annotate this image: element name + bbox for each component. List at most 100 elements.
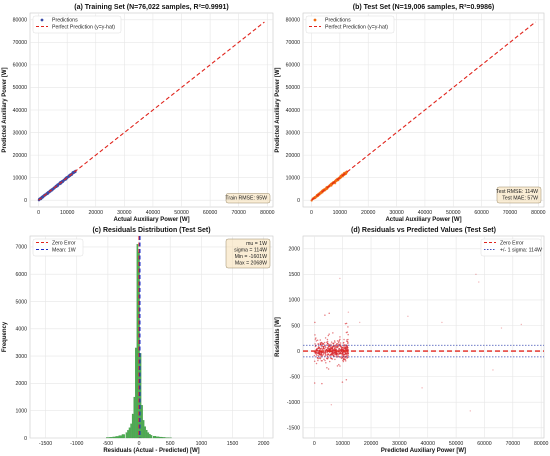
- legend-marker: [40, 18, 44, 22]
- residual-point: [469, 410, 471, 412]
- y-tick-label: 10000: [13, 175, 28, 181]
- x-tick-label: -500: [103, 441, 113, 447]
- legend-label: +/- 1 sigma: 114W: [500, 248, 542, 254]
- residual-point: [325, 361, 327, 364]
- x-tick-label: 50000: [446, 210, 461, 216]
- residual-point: [315, 340, 318, 342]
- residual-point: [330, 341, 333, 343]
- residual-point: [319, 353, 321, 356]
- residual-point: [321, 348, 324, 351]
- residual-point: [334, 348, 336, 351]
- legend-label: Predictions: [325, 18, 351, 24]
- residual-point: [344, 346, 347, 349]
- legend-label: Predictions: [52, 18, 78, 24]
- x-tick-label: 40000: [146, 210, 161, 216]
- residual-point: [334, 341, 336, 343]
- y-tick-label: -500: [290, 374, 300, 380]
- histogram-bar: [118, 435, 122, 439]
- panel-d-residuals-vs-predicted: (d) Residuals vs Predicted Values (Test …: [275, 227, 548, 454]
- x-tick-label: 30000: [117, 210, 132, 216]
- legend-box: [480, 238, 542, 257]
- residual-point: [320, 342, 322, 345]
- x-tick-label: 60000: [474, 210, 489, 216]
- residual-point: [333, 352, 336, 354]
- histogram-bar: [138, 252, 140, 439]
- residual-point: [323, 341, 326, 344]
- x-axis-label: Actual Auxiliary Power [W]: [385, 217, 461, 223]
- y-tick-label: 30000: [13, 130, 28, 136]
- residual-point: [324, 351, 326, 353]
- x-tick-label: 0: [138, 441, 141, 447]
- stats-text: Test MAE: 57W: [502, 196, 538, 202]
- legend-marker: [313, 18, 317, 22]
- residual-point: [332, 343, 335, 345]
- y-tick-label: 80000: [13, 18, 28, 24]
- residual-point: [316, 354, 318, 357]
- residual-point: [323, 348, 325, 350]
- residual-point: [421, 387, 423, 389]
- residual-point: [313, 360, 316, 362]
- residual-point: [316, 339, 319, 341]
- legend-box: [32, 15, 122, 34]
- residual-point: [340, 352, 343, 355]
- residual-point: [337, 354, 339, 356]
- residual-point: [326, 341, 328, 343]
- residual-point: [326, 367, 328, 369]
- panel-title: (c) Residuals Distribution (Test Set): [92, 227, 210, 234]
- perfect-prediction-line: [38, 21, 265, 201]
- panel-title: (b) Test Set (N=19,006 samples, R²=0.998…: [353, 4, 495, 11]
- residual-point: [315, 362, 318, 365]
- histogram-bar: [130, 423, 132, 439]
- y-tick-label: 1000: [15, 409, 27, 415]
- x-tick-label: 60000: [203, 210, 218, 216]
- histogram-bar: [121, 434, 125, 439]
- residual-point: [324, 337, 327, 339]
- residual-point: [346, 340, 349, 343]
- y-tick-label: 70000: [13, 40, 28, 46]
- x-tick-label: 40000: [418, 210, 433, 216]
- y-tick-label: 500: [291, 323, 300, 329]
- residual-point: [332, 355, 335, 357]
- histogram-bar: [156, 436, 160, 439]
- residual-point: [347, 326, 349, 328]
- histogram-bar: [112, 436, 116, 439]
- histogram-bar: [162, 437, 166, 439]
- residual-point: [342, 355, 345, 357]
- residual-point: [334, 347, 336, 349]
- residual-point: [475, 273, 477, 276]
- residual-point: [328, 333, 330, 335]
- legend-label: Perfect Prediction (y=y-hat): [52, 25, 115, 31]
- residual-point: [323, 358, 325, 361]
- x-tick-label: 10000: [60, 210, 75, 216]
- residual-point: [338, 353, 340, 355]
- residual-point: [320, 360, 323, 362]
- x-tick-label: 500: [166, 441, 175, 447]
- residual-point: [337, 345, 340, 348]
- residual-point: [322, 351, 325, 354]
- y-tick-label: 2000: [288, 247, 300, 253]
- residual-point: [328, 354, 331, 357]
- histogram-bar: [127, 430, 129, 439]
- y-tick-label: 70000: [286, 40, 301, 46]
- x-tick-label: 0: [313, 441, 316, 447]
- residual-point: [326, 354, 328, 356]
- x-tick-label: 70000: [231, 210, 246, 216]
- y-tick-label: 20000: [13, 153, 28, 159]
- residual-point: [441, 321, 443, 324]
- x-tick-label: 0: [37, 210, 40, 216]
- residual-point: [313, 354, 316, 357]
- y-tick-label: 50000: [286, 85, 301, 91]
- histogram-bar: [106, 437, 110, 439]
- residual-point: [347, 342, 349, 345]
- y-axis-label: Predicted Auxiliary Power [W]: [275, 67, 281, 152]
- x-axis-label: Residuals (Actual - Predicted) [W]: [103, 448, 199, 454]
- residual-point: [339, 346, 342, 348]
- residual-point: [330, 404, 333, 406]
- x-tick-label: 50000: [174, 210, 189, 216]
- residual-point: [337, 348, 340, 350]
- residual-point: [331, 346, 334, 349]
- residual-point: [318, 347, 321, 349]
- residual-point: [346, 344, 348, 347]
- x-tick-label: 80000: [531, 210, 546, 216]
- y-tick-label: 1000: [288, 298, 300, 304]
